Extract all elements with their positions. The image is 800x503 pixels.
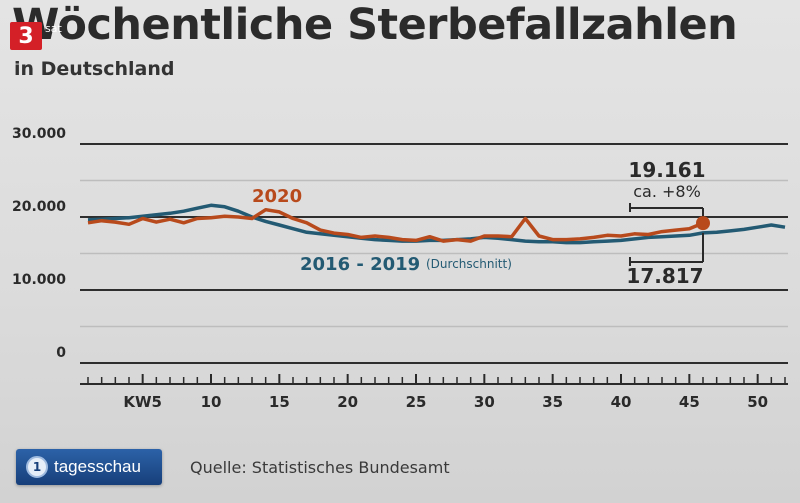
x-tick-label: 30 [474,393,495,411]
endpoint-marker-2020 [696,216,710,231]
ard-emblem-icon: 1 [26,456,48,478]
annotation-value-2020: 19.161 [628,158,705,182]
x-tick-label: 40 [611,393,632,411]
y-tick-label: 20.000 [12,199,66,215]
source-label: Quelle: Statistisches Bundesamt [190,458,450,477]
x-tick-label: 25 [406,393,427,411]
x-tick-label: KW5 [123,393,162,411]
annotation-value-avg: 17.817 [626,264,703,288]
chart-subtitle: in Deutschland [14,58,175,80]
series-line-2016-2019 [87,203,786,245]
brand-label: tagesschau [54,457,141,476]
channel-logo-number: 3 [18,23,34,49]
x-tick-label: 10 [201,393,222,411]
chart-title: Wöchentliche Sterbefallzahlen [12,0,738,50]
annotation-percent-note: ca. +8% [633,182,701,201]
channel-logo-small: sat [45,22,62,35]
y-tick-label: 0 [56,345,66,361]
series-line-2020 [87,207,704,243]
series-label-2016-2019: 2016 - 2019 [300,254,420,275]
channel-logo: 3 sat [10,22,62,50]
x-tick-label: 35 [542,393,563,411]
x-tick-label: 15 [269,393,290,411]
series-label-note: (Durchschnitt) [426,257,512,271]
x-tick-label: 20 [337,393,358,411]
y-tick-label: 30.000 [12,126,66,142]
x-tick-label: 45 [679,393,700,411]
series-label-2020: 2020 [252,186,302,207]
x-tick-label: 50 [747,393,768,411]
tagesschau-logo: 1 tagesschau [16,449,162,485]
y-tick-label: 10.000 [12,272,66,288]
